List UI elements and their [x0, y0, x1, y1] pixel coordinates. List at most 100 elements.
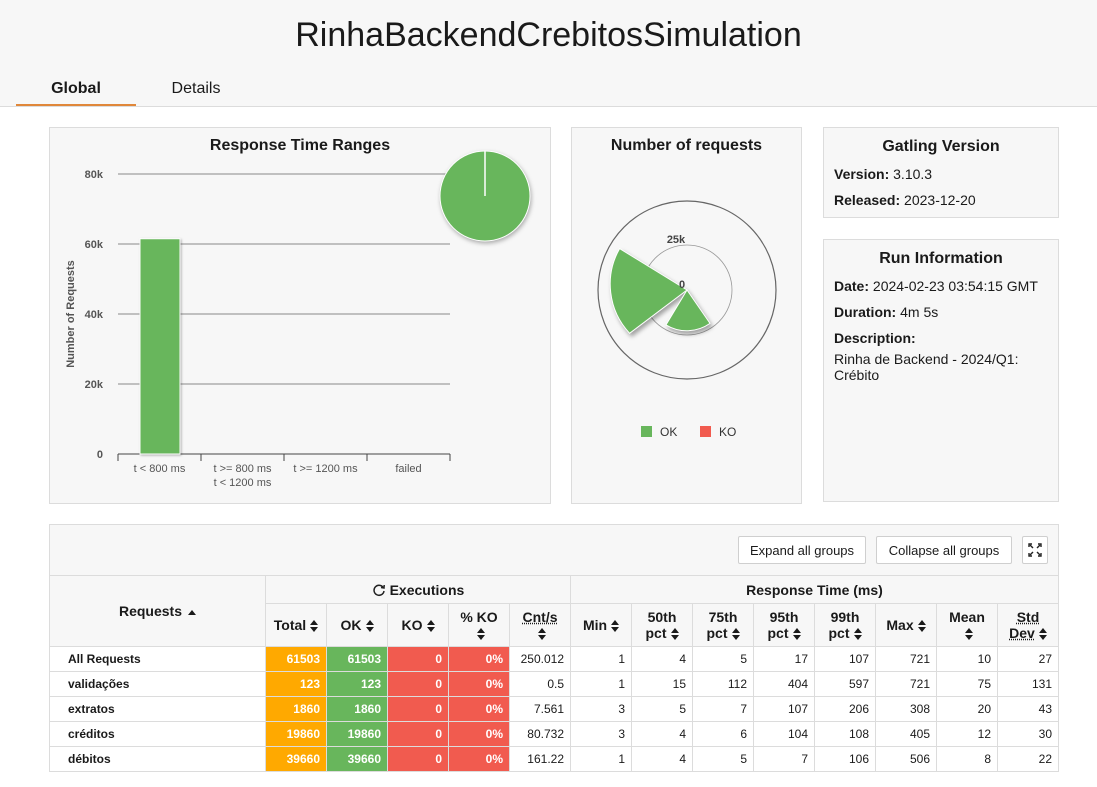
description-line-1: Rinha de Backend - 2024/Q1:: [834, 351, 1019, 367]
cell-ok: 123: [326, 671, 388, 697]
col-75th-pct[interactable]: 75th pct: [692, 603, 754, 647]
sort-icon: [792, 628, 801, 641]
col-total[interactable]: Total: [265, 603, 327, 647]
cell-p75: 5: [692, 646, 754, 672]
table-row[interactable]: validações 123 123 0 0% 0.5 1 15 112 404 597 721 75 1…: [49, 671, 1059, 697]
table-row[interactable]: All Requests 61503 61503 0 0% 250.012 1 4 5 17 107…: [49, 646, 1059, 672]
table-row[interactable]: débitos 39660 39660 0 0% 161.22 1 4 5 7 106 506 8 22: [49, 746, 1059, 772]
cell-ok: 61503: [326, 646, 388, 672]
fullscreen-icon: [1028, 543, 1042, 557]
col-max[interactable]: Max: [875, 603, 937, 647]
duration-value: 4m 5s: [900, 304, 939, 320]
cell-p75: 112: [692, 671, 754, 697]
cell-pct-ko: 0%: [448, 696, 510, 722]
cell-p99: 108: [814, 721, 876, 747]
cell-pct-ko: 0%: [448, 646, 510, 672]
sort-asc-icon: [188, 609, 197, 616]
number-of-requests-title: Number of requests: [610, 137, 763, 154]
cell-cnt: 7.561: [509, 696, 571, 722]
cell-p75: 6: [692, 721, 754, 747]
bar[interactable]: [139, 238, 181, 455]
cell-total: 19860: [265, 721, 327, 747]
cell-p95: 404: [753, 671, 815, 697]
radial-tick-25k: 25k: [667, 234, 686, 246]
cell-min: 1: [570, 646, 632, 672]
col-min[interactable]: Min: [570, 603, 632, 647]
x-tick-label: t >= 1200 ms: [293, 463, 358, 475]
version-row: Version: 3.10.3: [834, 166, 932, 182]
sort-icon: [538, 628, 546, 641]
cell-p99: 206: [814, 696, 876, 722]
x-tick-label: t < 800 ms: [134, 463, 186, 475]
cell-name[interactable]: débitos: [49, 746, 266, 772]
col-pct-ko[interactable]: % KO: [448, 603, 510, 647]
cell-cnt: 250.012: [509, 646, 571, 672]
cell-p95: 107: [753, 696, 815, 722]
cell-name[interactable]: extratos: [49, 696, 266, 722]
tab-global[interactable]: Global: [16, 80, 136, 106]
x-tick-label: t < 1200 ms: [214, 477, 272, 489]
fullscreen-button[interactable]: [1022, 536, 1048, 564]
cell-cnt: 80.732: [509, 721, 571, 747]
cell-p95: 104: [753, 721, 815, 747]
col-ko[interactable]: KO: [387, 603, 449, 647]
cell-max: 721: [875, 646, 937, 672]
col-mean[interactable]: Mean: [936, 603, 998, 647]
cell-p50: 5: [631, 696, 693, 722]
cell-mean: 75: [936, 671, 998, 697]
collapse-all-groups-button[interactable]: Collapse all groups: [876, 536, 1012, 564]
legend-ok-label[interactable]: OK: [660, 425, 677, 439]
col-50th-pct[interactable]: 50th pct: [631, 603, 693, 647]
sort-icon: [853, 628, 862, 641]
description-line-2: Crébito: [834, 367, 880, 383]
y-tick-label: 80k: [85, 169, 104, 181]
tab-details[interactable]: Details: [171, 80, 221, 97]
cell-max: 405: [875, 721, 937, 747]
cell-mean: 20: [936, 696, 998, 722]
cell-cnt: 0.5: [509, 671, 571, 697]
statistics-table: Requests Executions Response Time (ms) T…: [49, 575, 1059, 772]
cell-ko: 0: [387, 671, 449, 697]
released-row: Released: 2023-12-20: [834, 192, 976, 208]
y-tick-label: 20k: [85, 379, 104, 391]
cell-ok: 1860: [326, 696, 388, 722]
sort-icon: [611, 620, 620, 633]
col-ok[interactable]: OK: [326, 603, 388, 647]
response-time-ranges-title: Response Time Ranges: [209, 137, 391, 154]
date-row: Date: 2024-02-23 03:54:15 GMT: [834, 278, 1038, 294]
cell-min: 1: [570, 671, 632, 697]
cell-name[interactable]: validações: [49, 671, 266, 697]
executions-header-label: Executions: [389, 581, 465, 598]
cell-max: 721: [875, 671, 937, 697]
col-std-dev[interactable]: Std Dev: [997, 603, 1059, 647]
cell-ok: 19860: [326, 721, 388, 747]
cell-mean: 12: [936, 721, 998, 747]
col-95th-pct[interactable]: 95th pct: [753, 603, 815, 647]
mini-pie-chart: [439, 150, 531, 242]
response-time-ranges-chart: 0 20k 40k 60k 80k t < 800 ms t >= 800 ms t < 1…: [65, 150, 531, 489]
cell-name[interactable]: créditos: [49, 721, 266, 747]
cell-p50: 4: [631, 721, 693, 747]
cell-mean: 8: [936, 746, 998, 772]
sort-icon: [365, 620, 374, 633]
col-99th-pct[interactable]: 99th pct: [814, 603, 876, 647]
duration-row: Duration: 4m 5s: [834, 304, 938, 320]
col-cnt-per-sec[interactable]: Cnt/s: [509, 603, 571, 647]
legend-ko-label[interactable]: KO: [719, 425, 736, 439]
cell-pct-ko: 0%: [448, 746, 510, 772]
cell-total: 1860: [265, 696, 327, 722]
requests-header[interactable]: Requests: [49, 575, 266, 647]
cell-ko: 0: [387, 721, 449, 747]
sort-icon: [1038, 628, 1047, 641]
table-row[interactable]: créditos 19860 19860 0 0% 80.732 3 4 6 104 108 405 1…: [49, 721, 1059, 747]
table-row[interactable]: extratos 1860 1860 0 0% 7.561 3 5 7 107 206 308 20 43: [49, 696, 1059, 722]
report-header: RinhaBackendCrebitosSimulation Global De…: [0, 0, 1097, 107]
outer-ring: [597, 200, 777, 380]
version-label: Version:: [834, 166, 890, 182]
cell-name[interactable]: All Requests: [49, 646, 266, 672]
response-time-ranges-panel: Response Time Ranges 0 20k 40k 60k 80k t < 8…: [49, 127, 551, 504]
version-value: 3.10.3: [893, 166, 933, 182]
cell-max: 308: [875, 696, 937, 722]
number-of-requests-chart: 25k 0 OK KO: [597, 200, 777, 439]
expand-all-groups-button[interactable]: Expand all groups: [738, 536, 866, 564]
